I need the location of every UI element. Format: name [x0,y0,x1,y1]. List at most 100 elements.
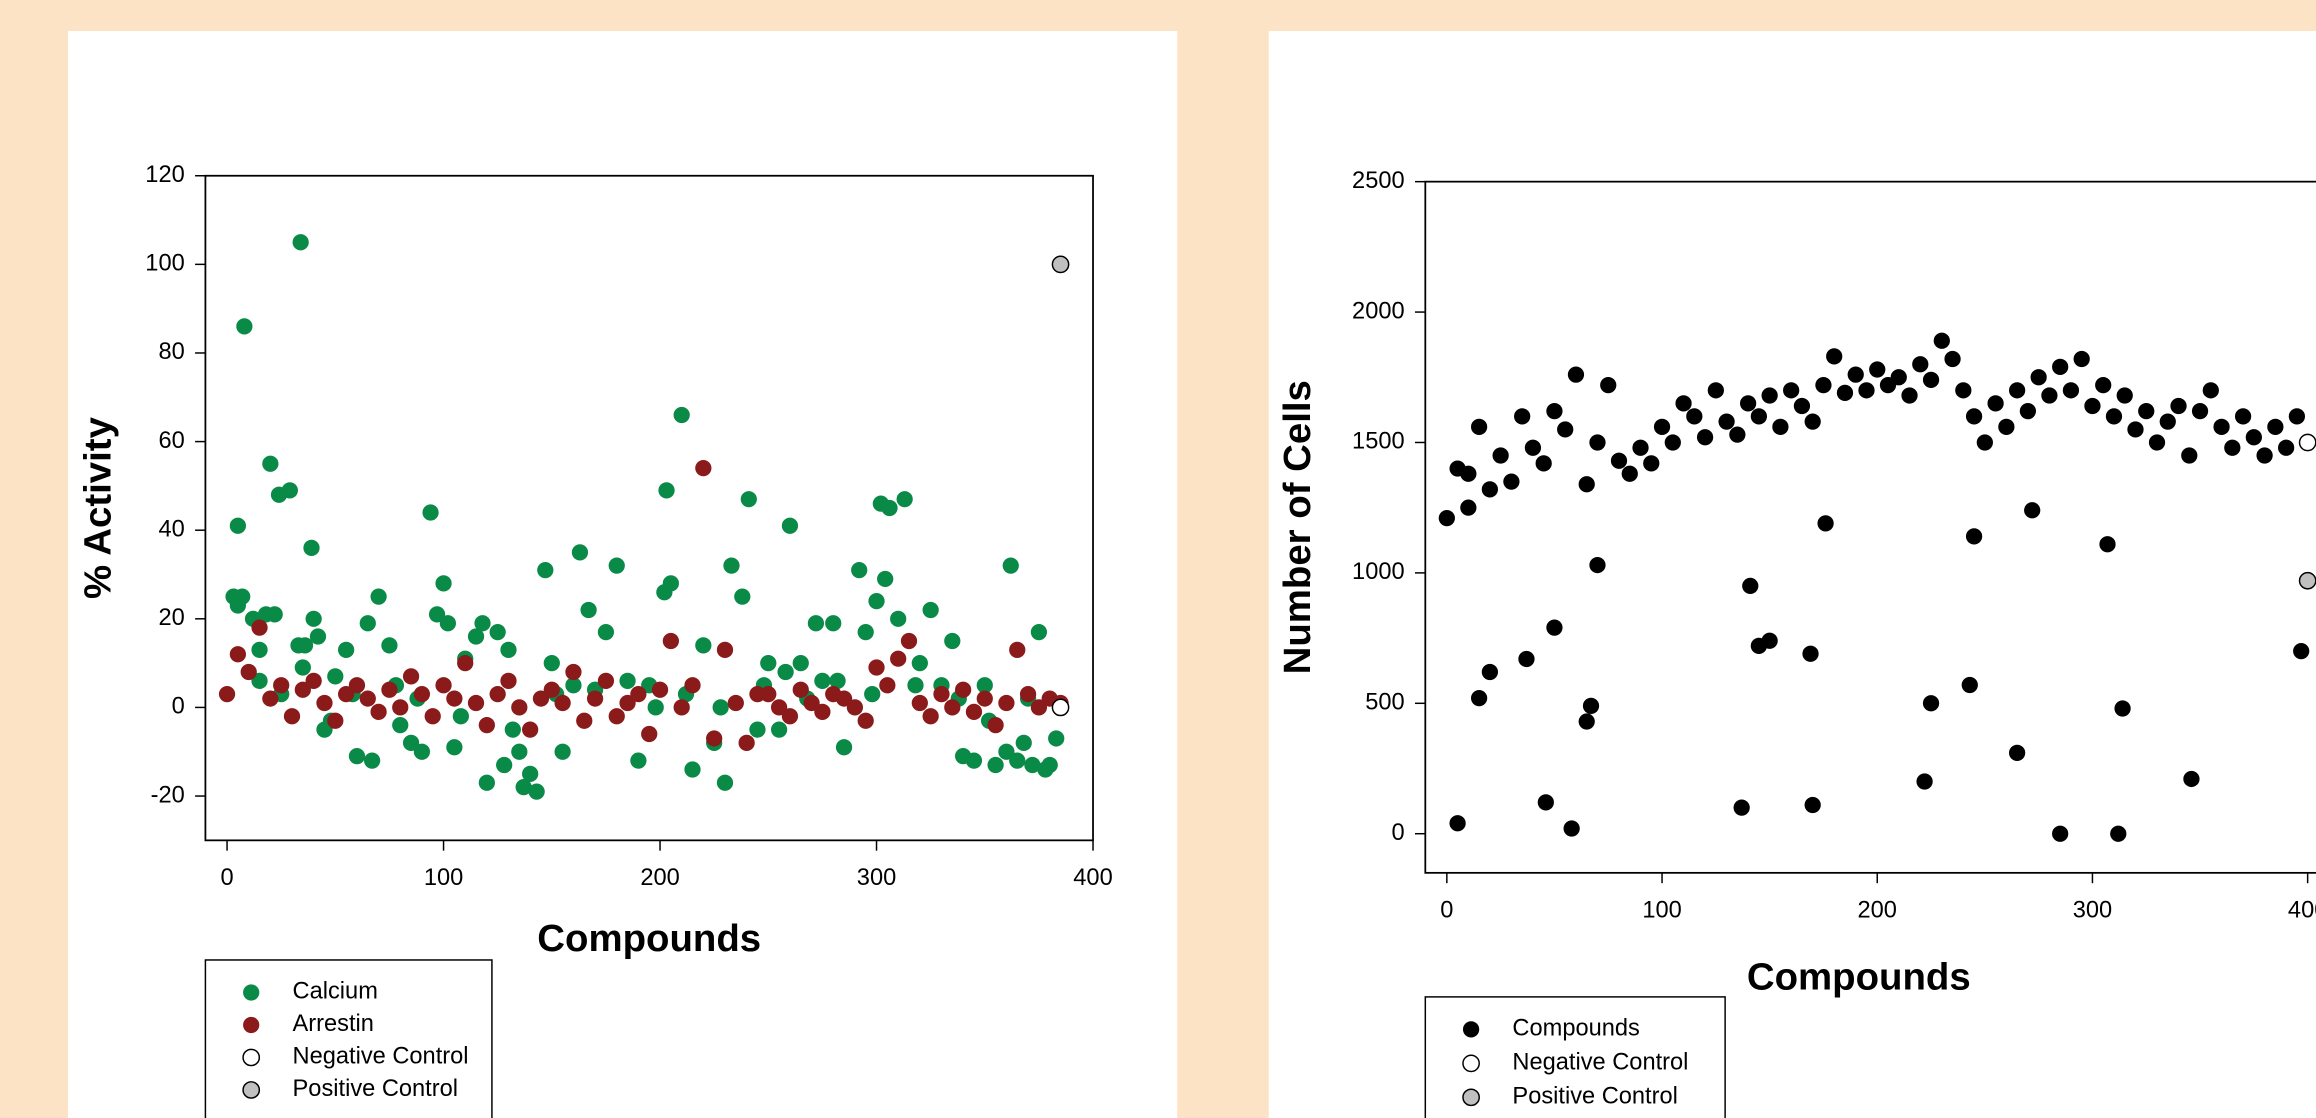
y-tick-label: 40 [158,516,184,542]
data-point [2256,447,2273,464]
data-point [1030,623,1048,641]
data-point [2183,770,2200,788]
data-point [933,686,950,703]
data-point [515,779,532,796]
data-point [922,708,939,725]
data-point [651,681,669,698]
data-point [881,499,898,517]
y-axis-label: % Activity [77,416,120,599]
data-point [1563,820,1580,837]
data-point [1518,650,1535,668]
data-point [1632,439,1649,456]
data-point [327,712,344,729]
data-point [392,699,409,716]
data-point [511,699,528,716]
data-point [576,712,593,729]
data-point [229,646,247,663]
data-point [1729,426,1746,443]
data-point [370,703,387,720]
data-point [1696,429,1714,446]
data-point [658,482,675,499]
data-point [1922,371,1940,389]
data-point [835,690,853,707]
x-tick-label: 300 [2073,897,2112,923]
legend-label: Positive Control [293,1076,458,1102]
data-point [2138,403,2155,420]
data-point [218,686,236,703]
data-point [2024,502,2041,519]
data-point [770,721,788,738]
data-point [1009,641,1026,658]
x-axis-label: Compounds [1747,955,1971,998]
data-point [489,686,506,703]
data-point [2073,350,2090,368]
data-point [976,690,993,707]
x-axis-label: Compounds [537,917,761,960]
data-point [1802,645,1819,662]
data-point [760,686,777,703]
data-point [1847,366,1864,383]
data-point [879,677,896,694]
data-point [1804,796,1821,814]
legend-marker [243,984,260,1001]
data-point [1772,418,1789,435]
y-tick-label: 0 [172,694,185,720]
data-point [1600,376,1617,394]
data-point [965,752,983,769]
legend-label: Negative Control [1512,1050,1688,1076]
data-point [1438,509,1455,527]
data-point [273,677,290,694]
data-point [1015,734,1032,751]
data-point [478,774,495,791]
x-tick-label: 0 [220,865,233,891]
legend-label: Negative Control [293,1044,469,1070]
x-tick-label: 100 [424,865,463,891]
data-point [446,690,463,707]
data-point [825,615,842,632]
legend-marker [242,1048,261,1067]
y-tick-label: 80 [158,339,184,365]
data-point [296,637,314,654]
legend-marker [1462,1054,1480,1073]
data-point [565,677,582,694]
data-point [424,708,441,725]
data-point [435,677,452,694]
data-point [723,557,740,574]
data-point [1750,408,1768,425]
data-point [597,623,615,641]
data-point [1664,434,1681,451]
data-point [2062,382,2080,399]
data-point [496,756,513,774]
legend-label: Arrestin [293,1011,374,1037]
data-point [1987,395,2004,412]
data-point [857,712,874,729]
data-point [305,610,322,627]
data-point [2191,403,2209,420]
data-point [402,734,420,751]
data-point [251,641,268,658]
data-point [1009,752,1026,769]
data-point [1002,557,1019,574]
data-point [630,686,647,703]
data-point [1537,794,1554,811]
data-point [1481,663,1498,681]
data-point [413,686,431,703]
data-point [998,743,1015,760]
data-point [439,615,457,632]
data-point [1460,465,1477,482]
data-point [1793,397,1811,415]
data-point [1916,773,1933,790]
data-point [2202,382,2219,399]
data-point [537,561,554,579]
data-point [1567,366,1585,383]
data-point [1024,756,1041,774]
data-point [890,650,907,667]
data-point [712,699,729,716]
data-point [695,460,712,477]
data-point [777,663,794,681]
data-point [251,619,268,636]
data-point [608,708,625,725]
data-point [2116,387,2133,404]
data-point [348,748,366,765]
